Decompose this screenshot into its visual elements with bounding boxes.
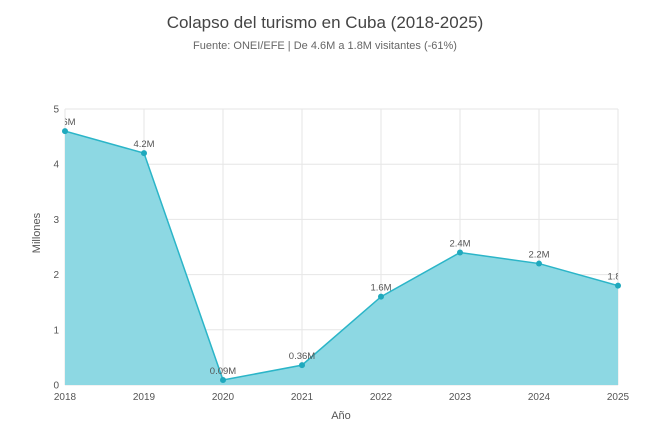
chart-subtitle: Fuente: ONEI/EFE | De 4.6M a 1.8M visita… <box>193 40 457 52</box>
data-label: 0.09M <box>210 366 236 377</box>
series-line <box>65 130 618 381</box>
data-label: 2.2M <box>528 250 549 261</box>
data-label: 1.6M <box>370 283 391 294</box>
y-axis-title: Millones <box>31 212 43 253</box>
area-fill <box>65 131 618 385</box>
x-tick-label: 2019 <box>133 392 156 403</box>
y-tick-label: 1 <box>53 325 59 336</box>
x-tick-label: 2021 <box>291 392 314 403</box>
data-point[interactable] <box>615 282 621 289</box>
data-labels: 4.6M 4.2M 0.09M 0.36M 1.6M 2.4M 2.2M 1.8M <box>54 117 628 377</box>
x-axis-title: Año <box>331 410 351 422</box>
y-tick-label: 3 <box>53 215 59 226</box>
x-tick-label: 2022 <box>370 392 393 403</box>
y-tick-label: 5 <box>53 105 59 116</box>
data-point[interactable] <box>299 362 305 369</box>
y-axis-ticks: 0 1 2 3 4 5 <box>53 105 59 392</box>
x-tick-label: 2024 <box>528 392 551 403</box>
x-tick-label: 2023 <box>449 392 472 403</box>
data-label: 4.2M <box>133 139 154 150</box>
data-point[interactable] <box>141 150 147 157</box>
data-marks <box>62 128 621 384</box>
y-tick-label: 4 <box>53 160 59 171</box>
chart-title: Colapso del turismo en Cuba (2018-2025) <box>166 13 484 32</box>
data-point[interactable] <box>457 249 463 256</box>
data-point[interactable] <box>62 128 68 135</box>
data-label: 4.6M <box>54 117 75 128</box>
x-tick-label: 2020 <box>212 392 235 403</box>
data-point[interactable] <box>536 260 542 267</box>
x-axis-ticks: 2018 2019 2020 2021 2022 2023 2024 2025 <box>54 392 630 403</box>
x-tick-label: 2018 <box>54 392 77 403</box>
data-point[interactable] <box>378 293 384 300</box>
y-tick-label: 2 <box>53 270 59 281</box>
data-label: 0.36M <box>289 351 315 362</box>
data-point[interactable] <box>220 377 226 384</box>
data-label: 2.4M <box>449 239 470 250</box>
area-layer <box>65 130 618 385</box>
y-tick-label: 0 <box>53 381 59 392</box>
data-label: 1.8M <box>607 272 628 283</box>
x-tick-label: 2025 <box>607 392 630 403</box>
